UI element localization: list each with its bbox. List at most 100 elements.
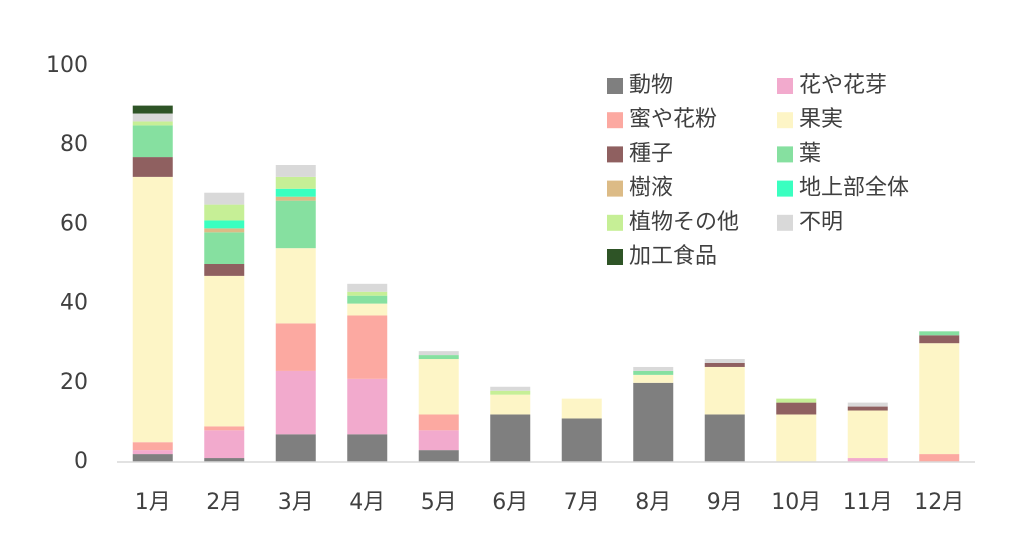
x-tick-label: 3月 <box>278 490 314 515</box>
bar-segment <box>919 454 960 462</box>
legend-swatch <box>777 112 793 129</box>
y-tick-label: 20 <box>60 370 88 395</box>
bar-segment <box>275 176 316 189</box>
bar-segment <box>132 113 173 122</box>
legend-label: 不明 <box>799 210 843 235</box>
bar-segment <box>275 200 316 249</box>
bar-segment <box>490 414 531 462</box>
bar-segment <box>633 374 674 383</box>
y-tick-label: 80 <box>60 132 88 157</box>
bar-segment <box>633 370 674 375</box>
legend-swatch <box>607 180 623 197</box>
bar-segment <box>847 458 888 462</box>
bar-segment <box>633 366 674 371</box>
legend-swatch <box>777 180 793 197</box>
bar-segment <box>132 176 173 443</box>
bar-segment <box>561 418 602 462</box>
bar-segment <box>275 248 316 324</box>
bar-segment <box>204 426 245 431</box>
legend-label: 蜜や花粉 <box>629 107 717 132</box>
bar-segment <box>204 220 245 229</box>
bar-segment <box>132 442 173 451</box>
bar-segment <box>418 450 459 462</box>
bar-segment <box>633 382 674 462</box>
bar-segment <box>275 165 316 177</box>
bar-segment <box>919 343 960 455</box>
bar-segment <box>347 283 388 292</box>
bar-segment <box>776 414 817 462</box>
bar-segment <box>919 331 960 336</box>
bar-segment <box>418 359 459 415</box>
bar-segment <box>204 275 245 427</box>
legend-swatch <box>777 78 793 94</box>
legend-label: 動物 <box>629 73 673 98</box>
x-tick-label: 6月 <box>492 490 528 515</box>
bar-segment <box>704 363 745 367</box>
bar-segment <box>347 434 388 462</box>
x-tick-label: 7月 <box>564 490 600 515</box>
bar-segment <box>275 370 316 435</box>
y-tick-label: 0 <box>74 449 88 474</box>
bar-segment <box>418 351 459 356</box>
bar-segment <box>275 196 316 201</box>
bar-segment <box>418 430 459 451</box>
bar-segment <box>132 454 173 462</box>
x-tick-label: 9月 <box>707 490 743 515</box>
bar-segment <box>275 323 316 371</box>
legend-label: 果実 <box>799 107 843 132</box>
bar-segment <box>776 402 817 415</box>
bar-segment <box>847 402 888 407</box>
x-tick-label: 1月 <box>135 490 171 515</box>
legend-swatch <box>777 146 793 163</box>
legend-swatch <box>777 214 793 231</box>
bar-segment <box>132 157 173 177</box>
bar-segment <box>204 204 245 221</box>
bar-segment <box>132 125 173 158</box>
bar-segment <box>418 414 459 431</box>
bar-segment <box>275 434 316 462</box>
x-tick-label: 10月 <box>771 490 821 515</box>
bar-segment <box>704 366 745 415</box>
bar-segment <box>704 359 745 363</box>
bar-segment <box>347 291 388 296</box>
bar-segment <box>132 121 173 126</box>
y-tick-label: 60 <box>60 211 88 236</box>
legend-swatch <box>607 146 623 163</box>
bar-segment <box>204 228 245 233</box>
x-tick-label: 8月 <box>635 490 671 515</box>
bar-segment <box>275 188 316 197</box>
bar-segment <box>204 264 245 276</box>
bar-segment <box>847 410 888 459</box>
bar-segment <box>490 390 531 395</box>
bar-segment <box>776 398 817 403</box>
bar-segment <box>132 105 173 114</box>
legend-label: 地上部全体 <box>799 176 909 201</box>
x-tick-label: 4月 <box>349 490 385 515</box>
legend-swatch <box>607 78 623 94</box>
bar-segment <box>347 303 388 316</box>
legend-swatch <box>607 214 623 231</box>
bar-segment <box>347 295 388 304</box>
bar-segment <box>132 450 173 455</box>
legend-label: 樹液 <box>629 176 673 201</box>
bar-segment <box>204 430 245 459</box>
bar-segment <box>347 315 388 379</box>
legend-label: 花や花芽 <box>799 73 887 98</box>
legend-swatch <box>607 112 623 129</box>
legend-label: 植物その他 <box>629 210 739 235</box>
bar-segment <box>847 406 888 411</box>
bar-segment <box>561 398 602 419</box>
bar-segment <box>204 192 245 205</box>
bar-segment <box>347 378 388 435</box>
bar-segment <box>204 232 245 264</box>
legend-label: 種子 <box>629 141 673 166</box>
x-tick-label: 12月 <box>914 490 964 515</box>
bar-segment <box>919 335 960 344</box>
legend-swatch <box>607 249 623 265</box>
legend-label: 葉 <box>799 141 821 166</box>
bar-segment <box>418 355 459 360</box>
bar-segment <box>204 458 245 462</box>
bar-segment <box>704 414 745 462</box>
y-tick-label: 100 <box>46 53 88 78</box>
